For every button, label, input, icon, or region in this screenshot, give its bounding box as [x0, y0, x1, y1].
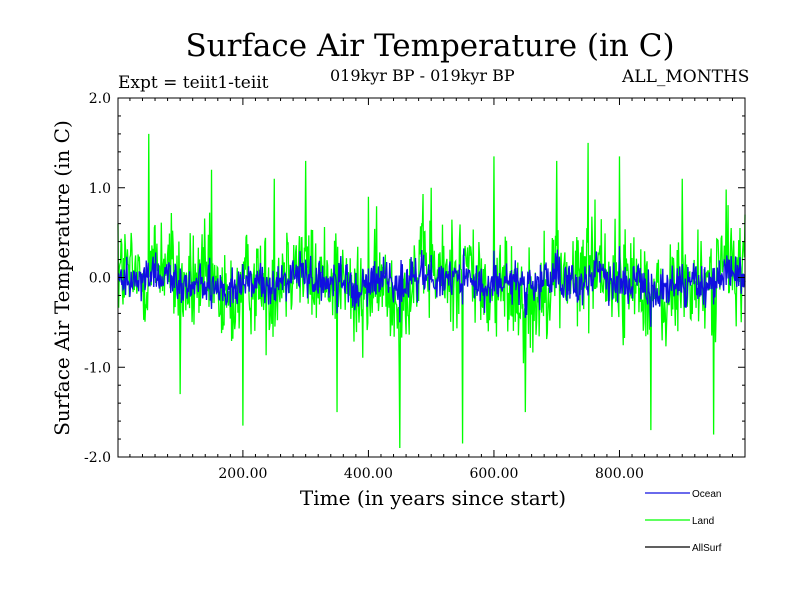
chart-subtitle: 019kyr BP - 019kyr BP	[330, 66, 515, 85]
y-tick-label: -1.0	[84, 360, 111, 376]
y-tick-label: 1.0	[89, 181, 111, 197]
y-tick-label: 2.0	[89, 91, 111, 107]
period-label: ALL_MONTHS	[622, 67, 750, 87]
x-tick-label: 600.00	[469, 466, 518, 482]
series-line-ocean	[117, 246, 746, 327]
legend: Ocean Land AllSurf	[645, 489, 722, 554]
experiment-label: Expt = teiit1-teiit	[118, 73, 269, 93]
x-tick-label: 200.00	[218, 466, 267, 482]
x-tick-label: 800.00	[595, 466, 644, 482]
axis-ticks: 200.00 400.00 600.00 800.00 2.0 1.0 0.0 -1.0 -2.…	[84, 91, 745, 482]
x-axis-label: Time (in years since start)	[299, 486, 567, 510]
legend-label-ocean: Ocean	[692, 489, 721, 500]
x-tick-label: 400.00	[344, 466, 393, 482]
series-layer	[117, 133, 746, 449]
legend-label-allsurf: AllSurf	[692, 543, 722, 554]
chart-title: Surface Air Temperature (in C)	[185, 28, 675, 64]
y-tick-label: 0.0	[89, 271, 111, 287]
legend-label-land: Land	[692, 516, 714, 527]
y-tick-label: -2.0	[84, 450, 111, 466]
